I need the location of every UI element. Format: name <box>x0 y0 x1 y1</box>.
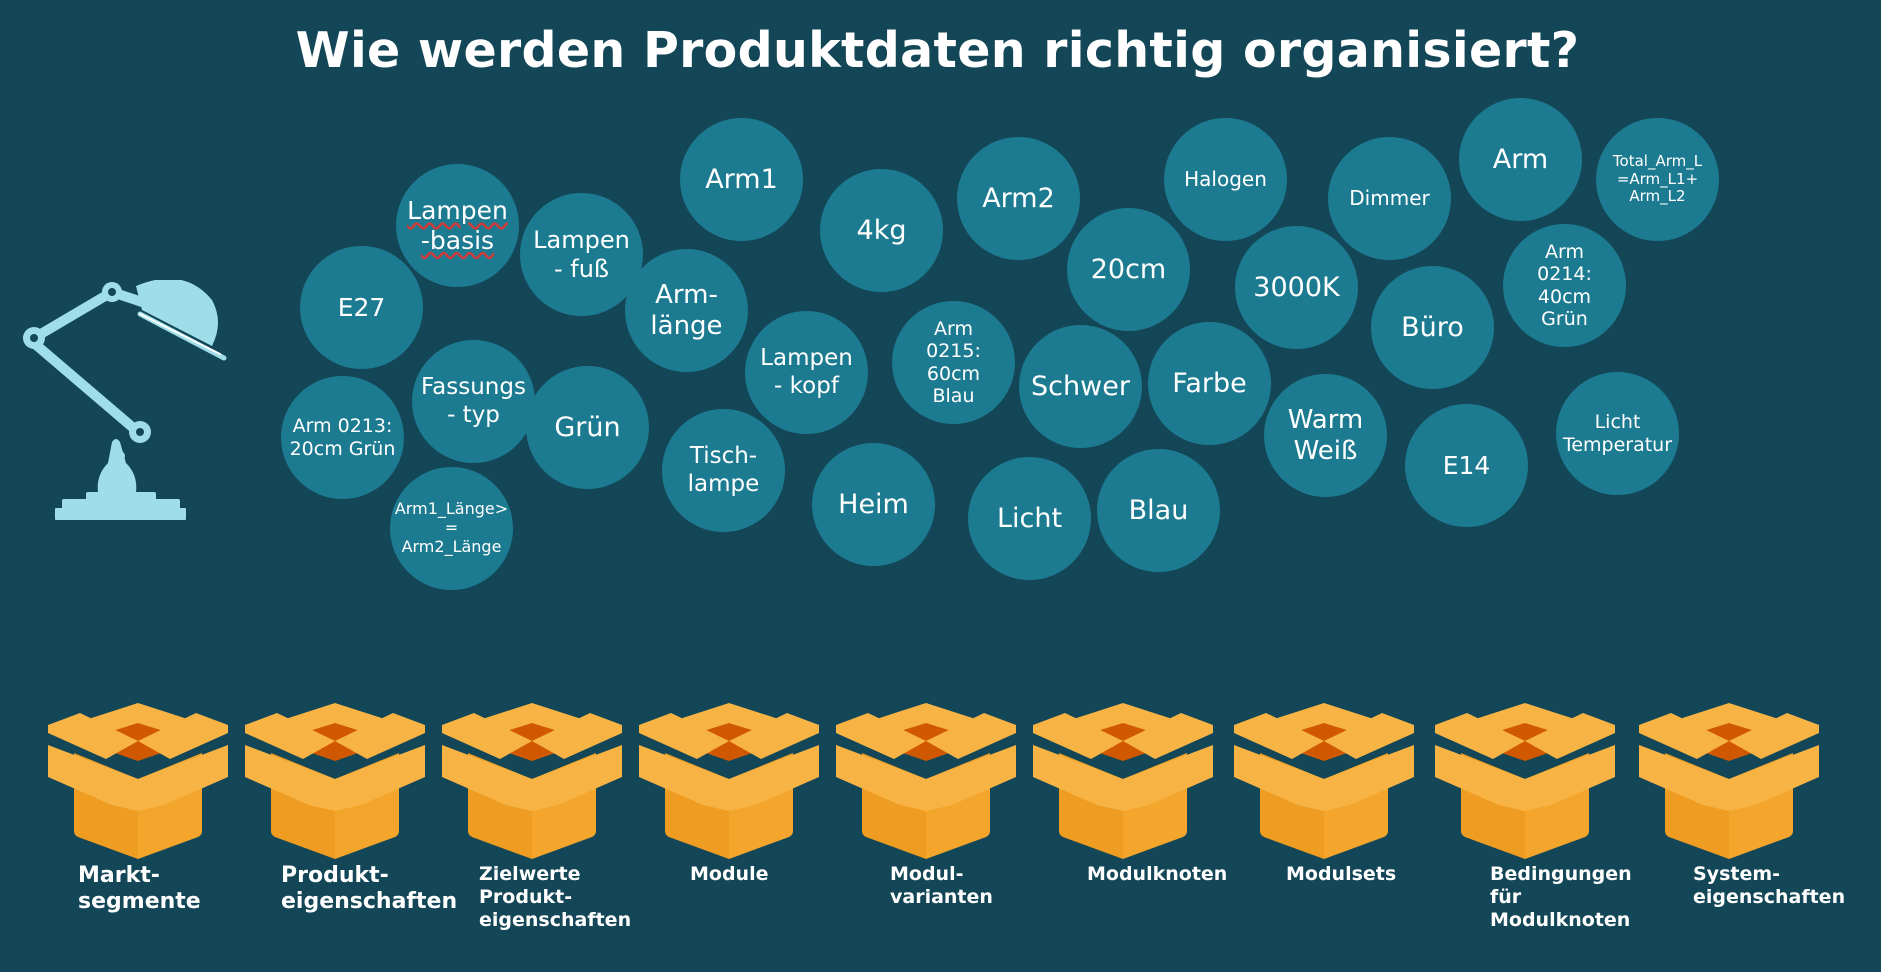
category-label-module: Module <box>690 863 769 885</box>
bubble-lampenkopf: Lampen - kopf <box>745 311 868 434</box>
box-icon-bedingungen <box>1435 703 1615 859</box>
bubble-e27: E27 <box>300 246 423 369</box>
category-label-modulvarianten: Modul- varianten <box>890 863 993 908</box>
bubble-arm: Arm <box>1459 98 1582 221</box>
page-title: Wie werden Produktdaten richtig organisi… <box>295 22 1580 79</box>
box-icon-module <box>639 703 819 859</box>
bubble-arm-laenge-bedingung: Arm1_Länge> = Arm2_Länge <box>390 467 513 590</box>
bubble-licht: Licht <box>968 457 1091 580</box>
bubble-tischlampe: Tisch- lampe <box>662 409 785 532</box>
bubble-3000k: 3000K <box>1235 226 1358 349</box>
bubble-licht-temperatur: Licht Temperatur <box>1556 372 1679 495</box>
box-icon-systemeigenschaften <box>1639 703 1819 859</box>
bubble-arm-0213: Arm 0213: 20cm Grün <box>281 376 404 499</box>
bubble-heim: Heim <box>812 443 935 566</box>
box-icon-zielwerte <box>442 703 622 859</box>
bubble-gruen: Grün <box>526 366 649 489</box>
category-label-modulknoten: Modulknoten <box>1087 863 1228 885</box>
bubble-warm-weiss: Warm Weiß <box>1264 374 1387 497</box>
bubble-lampenbasis: Lampen -basis <box>396 164 519 287</box>
bubble-arm-0215: Arm 0215: 60cm Blau <box>892 301 1015 424</box>
desk-lamp-icon <box>23 280 227 520</box>
box-icon-produkteigenschaften <box>245 703 425 859</box>
category-label-modulsets: Modulsets <box>1286 863 1397 885</box>
box-icon-modulvarianten <box>836 703 1016 859</box>
bubble-buero: Büro <box>1371 266 1494 389</box>
box-icon-modulknoten <box>1033 703 1213 859</box>
category-label-systemeigenschaften: System- eigenschaften <box>1693 863 1846 908</box>
box-icon-marktsegmente <box>48 703 228 859</box>
bubble-4kg: 4kg <box>820 169 943 292</box>
bubble-schwer: Schwer <box>1019 325 1142 448</box>
bubble-halogen: Halogen <box>1164 118 1287 241</box>
bubble-fassungstyp: Fassungs - typ <box>412 340 535 463</box>
box-icon-modulsets <box>1234 703 1414 859</box>
category-label-zielwerte: Zielwerte Produkt- eigenschaften <box>479 863 632 931</box>
bubble-total-arm: Total_Arm_L =Arm_L1+ Arm_L2 <box>1596 118 1719 241</box>
bubble-armlaenge: Arm- länge <box>625 249 748 372</box>
bubble-lampenfuss: Lampen - fuß <box>520 193 643 316</box>
bubble-arm2: Arm2 <box>957 137 1080 260</box>
bubble-farbe: Farbe <box>1148 322 1271 445</box>
category-label-marktsegmente: Markt- segmente <box>78 863 201 915</box>
category-label-produkteigenschaften: Produkt- eigenschaften <box>281 863 458 915</box>
bubble-blau: Blau <box>1097 449 1220 572</box>
category-label-bedingungen: Bedingungen für Modulknoten <box>1490 863 1632 931</box>
bubble-arm-0214: Arm 0214: 40cm Grün <box>1503 224 1626 347</box>
bubble-arm1: Arm1 <box>680 118 803 241</box>
bubble-20cm: 20cm <box>1067 208 1190 331</box>
bubble-e14: E14 <box>1405 404 1528 527</box>
bubble-dimmer: Dimmer <box>1328 137 1451 260</box>
